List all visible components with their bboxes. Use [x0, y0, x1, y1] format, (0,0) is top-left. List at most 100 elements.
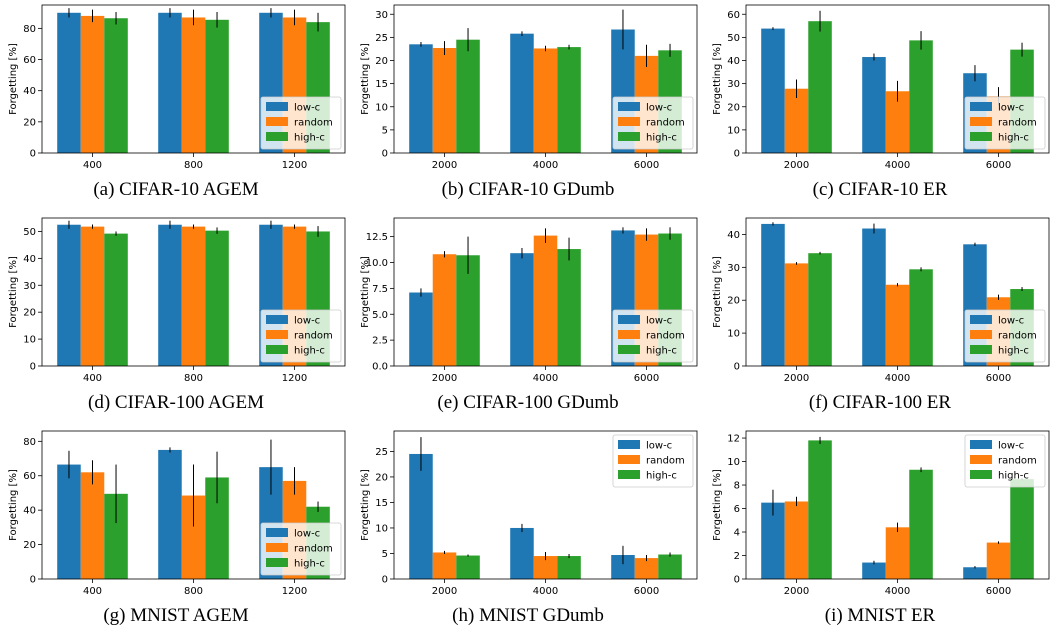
bar-high-c	[808, 440, 832, 579]
x-tick-label: 6000	[634, 160, 659, 171]
x-tick-label: 2000	[432, 160, 457, 171]
legend-label: random	[646, 331, 685, 342]
legend-swatch-random	[266, 330, 288, 339]
x-tick-label: 2000	[432, 586, 457, 597]
y-tick-label: 0.0	[372, 362, 388, 373]
y-axis-label: Forgetting [%]	[712, 256, 723, 328]
bar-low-c	[761, 28, 785, 153]
y-tick-label: 10	[727, 457, 740, 468]
y-tick-label: 20	[375, 56, 388, 67]
bar-low-c	[611, 555, 635, 579]
bar-high-c	[658, 554, 682, 579]
y-axis-label: Forgetting [%]	[8, 469, 19, 541]
x-tick-label: 800	[184, 160, 203, 171]
y-tick-label: 40	[727, 230, 740, 241]
legend: low-c random high-c	[260, 522, 342, 576]
legend-label: low-c	[294, 529, 320, 540]
y-tick-label: 10	[375, 523, 388, 534]
bar-low-c	[963, 567, 987, 579]
chart-panel: 0 2 4 6 8 10 12 Forgetting [%] 2000 4000 6000 low-c…	[704, 426, 1056, 639]
bar-low-c	[862, 228, 886, 366]
y-tick-label: 15	[375, 498, 388, 509]
figure-caption: (g) MNIST AGEM	[103, 605, 249, 626]
y-tick-label: 20	[23, 540, 36, 551]
legend-label: high-c	[998, 346, 1029, 357]
y-tick-label: 80	[23, 24, 36, 35]
figure-caption: (a) CIFAR-10 AGEM	[93, 179, 259, 200]
bar-high-c	[456, 39, 480, 153]
y-tick-label: 10	[727, 125, 740, 136]
bar-chart: 0 10 20 30 40 Forgetting [%] 2000 4000 6000 low-c…	[712, 217, 1050, 384]
y-tick-label: 2.5	[372, 336, 388, 347]
bar-chart: 0 10 20 30 40 50 60 Forgetting [%] 2000 4000 6000 l…	[712, 4, 1050, 171]
figure-caption: (c) CIFAR-10 ER	[812, 179, 948, 200]
x-tick-label: 400	[83, 160, 102, 171]
legend-swatch-random	[970, 455, 992, 464]
legend-swatch-low-c	[618, 102, 640, 111]
y-axis-label: Forgetting [%]	[712, 469, 723, 541]
legend: low-c random high-c	[612, 434, 694, 488]
legend-label: low-c	[646, 441, 672, 452]
y-tick-label: 30	[375, 10, 388, 21]
plot-frame	[745, 217, 1050, 367]
legend-swatch-low-c	[970, 440, 992, 449]
bar-high-c	[808, 253, 832, 366]
legend-swatch-random	[970, 117, 992, 126]
legend-swatch-high-c	[970, 345, 992, 354]
plot-frame	[393, 430, 698, 580]
x-tick-label: 6000	[986, 586, 1011, 597]
legend-label: random	[646, 118, 685, 129]
bar-high-c	[909, 40, 933, 153]
legend-swatch-high-c	[266, 345, 288, 354]
y-tick-label: 5	[382, 125, 388, 136]
bar-high-c	[205, 477, 229, 579]
legend-label: high-c	[998, 471, 1029, 482]
bar-high-c	[557, 47, 581, 153]
legend-label: high-c	[998, 133, 1029, 144]
bar-chart: 0.0 2.5 5.0 7.5 10.0 12.5 Forgetting [%] 2000 40…	[360, 217, 698, 384]
legend-swatch-high-c	[970, 470, 992, 479]
y-tick-label: 20	[727, 296, 740, 307]
bar-random	[986, 542, 1011, 579]
bar-random	[432, 254, 457, 366]
chart-panel: 0 5 10 15 20 25 30 Forgetting [%] 2000 4000 6000 lo…	[352, 0, 704, 213]
y-tick-label: 20	[375, 472, 388, 483]
legend-label: high-c	[294, 559, 325, 570]
bar-low-c	[57, 12, 81, 153]
y-tick-label: 0	[734, 362, 740, 373]
y-tick-label: 60	[23, 55, 36, 66]
bar-low-c	[862, 57, 886, 153]
y-tick-label: 30	[727, 263, 740, 274]
y-tick-label: 0	[30, 575, 36, 586]
y-axis-label: Forgetting [%]	[8, 256, 19, 328]
chart-panel: 0 10 20 30 40 Forgetting [%] 2000 4000 6000 low-c…	[704, 213, 1056, 426]
figure-caption: (e) CIFAR-100 GDumb	[437, 392, 619, 413]
y-tick-label: 5.0	[372, 310, 388, 321]
bar-random	[432, 552, 457, 579]
x-tick-label: 800	[184, 373, 203, 384]
bar-chart: 0 20 40 60 80 Forgetting [%] 400 800 1200 low-c ra…	[8, 4, 346, 171]
y-axis-label: Forgetting [%]	[360, 256, 371, 328]
bar-chart: 0 20 40 60 80 Forgetting [%] 400 800 1200 low-c ra…	[8, 430, 346, 597]
bar-low-c	[409, 44, 433, 153]
legend-swatch-high-c	[266, 558, 288, 567]
x-tick-label: 6000	[986, 373, 1011, 384]
chart-panel: 0 20 40 60 80 Forgetting [%] 400 800 1200 low-c ra…	[0, 426, 352, 639]
bar-random	[80, 15, 105, 154]
bar-random	[80, 226, 105, 366]
y-tick-label: 0	[382, 575, 388, 586]
bar-high-c	[1010, 479, 1034, 579]
y-tick-label: 8	[734, 481, 740, 492]
legend-label: random	[294, 544, 333, 555]
bar-random	[784, 88, 809, 153]
y-tick-label: 40	[727, 56, 740, 67]
legend: low-c random high-c	[964, 434, 1046, 488]
bar-high-c	[909, 469, 933, 579]
y-tick-label: 15	[375, 79, 388, 90]
plot-frame	[41, 4, 346, 154]
plot-frame	[41, 217, 346, 367]
legend-label: low-c	[998, 103, 1024, 114]
figure-caption: (h) MNIST GDumb	[452, 605, 604, 626]
bar-high-c	[456, 555, 480, 579]
y-tick-label: 0	[30, 362, 36, 373]
